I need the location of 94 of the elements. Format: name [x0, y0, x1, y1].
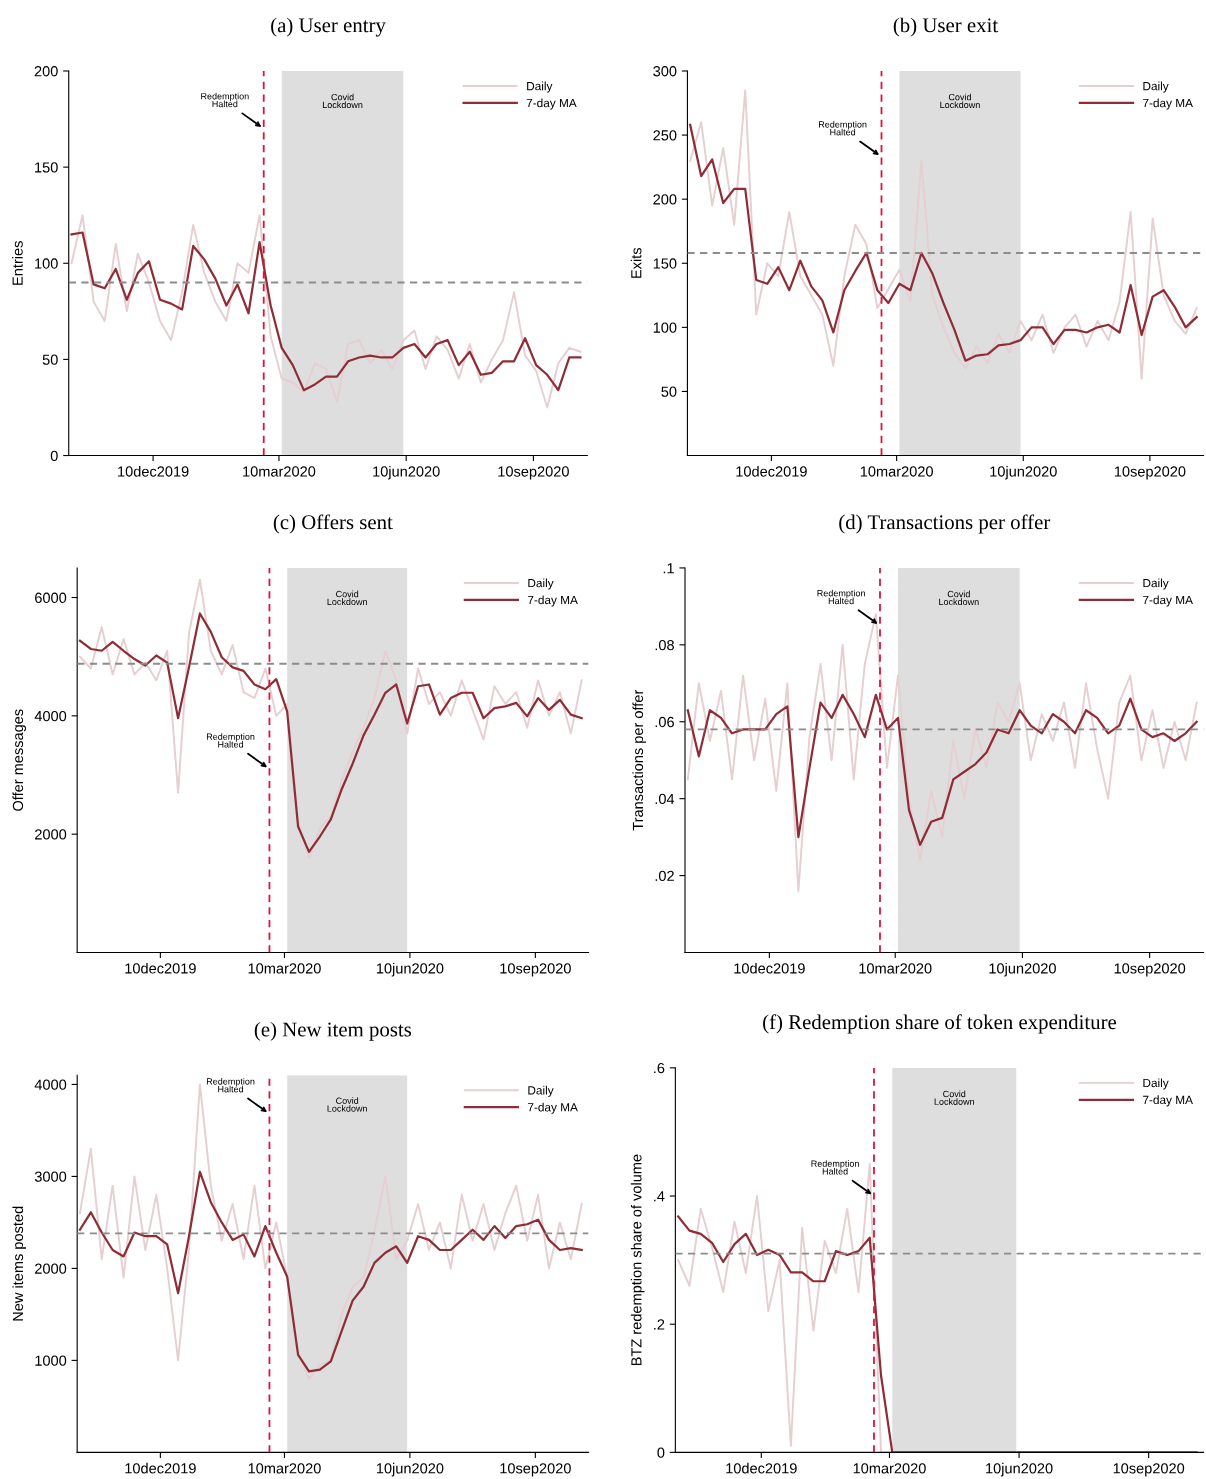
x-tick-label: 10mar2020 — [860, 466, 933, 477]
y-tick-label: .08 — [655, 639, 674, 651]
annotation: Redemption Halted — [201, 92, 249, 108]
y-tick-label: 3000 — [34, 1171, 67, 1182]
x-tick-label: 10mar2020 — [859, 963, 932, 974]
x-tick-label: 10dec2019 — [736, 465, 807, 477]
band-label: Covid Lockdown — [327, 590, 367, 605]
line-series — [686, 693, 1198, 846]
y-tick-label: 2000 — [35, 1263, 67, 1274]
x-tick-label: 10mar2020 — [243, 466, 316, 477]
y-tick-label: .04 — [655, 793, 675, 805]
y-tick-label: 200 — [34, 66, 58, 77]
y-tick-label: .1 — [663, 563, 674, 574]
y-tick-label: .4 — [654, 1191, 665, 1202]
x-tick-label: 10jun2020 — [376, 1462, 444, 1477]
y-tick-label: 4000 — [34, 1079, 67, 1090]
legend-label: Daily — [527, 81, 553, 93]
y-tick-label: 50 — [42, 354, 58, 365]
y-tick-label: .2 — [654, 1319, 665, 1330]
line-series — [686, 613, 1198, 892]
chart-title: (c) Offers sent — [273, 514, 393, 534]
y-axis-title: BTZ redemption share of volume — [630, 1154, 645, 1366]
chart-title: (e) New item posts — [254, 1021, 412, 1041]
band-label: Covid Lockdown — [327, 1097, 367, 1112]
legend-label: 7-day MA — [1143, 595, 1193, 607]
x-tick-label: 10sep2020 — [1114, 963, 1186, 977]
legend-label: Daily — [1143, 81, 1169, 93]
legend-label: 7-day MA — [527, 595, 578, 607]
y-tick-label: .02 — [655, 870, 674, 881]
x-tick-label: 10jun2020 — [990, 465, 1057, 480]
legend-label: Daily — [1143, 1078, 1169, 1090]
legend-label: 7-day MA — [1143, 1095, 1193, 1107]
annotation: Redemption Halted — [206, 1078, 255, 1093]
y-axis-title: Entries — [12, 241, 23, 285]
x-tick-label: 10dec2019 — [118, 465, 189, 477]
y-tick-label: 150 — [653, 258, 677, 269]
y-tick-label: 0 — [657, 1447, 665, 1458]
x-tick-label: 10dec2019 — [125, 1462, 196, 1474]
x-tick-label: 10jun2020 — [986, 1462, 1053, 1477]
x-tick-label: 10dec2019 — [734, 962, 805, 974]
annotation: Redemption Halted — [811, 1160, 859, 1175]
annotation: Redemption Halted — [206, 733, 255, 748]
x-tick-label: 10mar2020 — [853, 1463, 926, 1474]
y-tick-label: 4000 — [34, 710, 67, 722]
y-tick-label: 300 — [653, 66, 677, 77]
x-tick-label: 10jun2020 — [373, 465, 440, 480]
legend-label: Daily — [1143, 578, 1169, 590]
y-tick-label: .6 — [654, 1062, 665, 1074]
x-tick-label: 10mar2020 — [248, 963, 321, 974]
y-tick-label: .06 — [655, 716, 674, 728]
chart-title: (b) User exit — [893, 17, 999, 37]
x-tick-label: 10jun2020 — [376, 962, 444, 977]
x-tick-label: 10sep2020 — [1113, 1463, 1185, 1477]
y-tick-label: 100 — [35, 258, 58, 269]
y-tick-label: 2000 — [35, 829, 67, 840]
y-tick-label: 50 — [661, 386, 677, 397]
y-axis-title: New items posted — [12, 1206, 26, 1321]
y-axis-title: Offer messages — [12, 709, 26, 811]
chart-title: (f) Redemption share of token expenditure — [763, 1014, 1117, 1034]
y-tick-label: 1000 — [35, 1355, 67, 1366]
line-series — [70, 214, 582, 409]
annotation: Redemption Halted — [817, 589, 865, 605]
legend-label: 7-day MA — [1143, 98, 1193, 110]
x-tick-label: 10sep2020 — [498, 466, 569, 480]
line-series — [78, 1170, 583, 1373]
x-tick-label: 10dec2019 — [726, 1462, 797, 1474]
line-series — [677, 1215, 1198, 1453]
legend-label: 7-day MA — [526, 98, 577, 110]
x-tick-label: 10sep2020 — [1114, 466, 1186, 480]
line-series — [70, 231, 582, 392]
chart-title: (d) Transactions per offer — [839, 514, 1051, 534]
y-tick-label: 0 — [50, 450, 58, 461]
y-tick-label: 200 — [653, 194, 677, 205]
annotation: Redemption Halted — [819, 121, 867, 136]
band-label: Covid Lockdown — [939, 590, 979, 605]
x-tick-label: 10dec2019 — [125, 962, 196, 974]
x-tick-label: 10mar2020 — [248, 1463, 321, 1474]
legend-label: Daily — [528, 578, 554, 590]
y-axis-title: Transactions per offer — [632, 689, 646, 831]
chart-title: (a) User entry — [271, 17, 386, 37]
y-tick-label: 6000 — [35, 592, 67, 603]
band-label: Covid Lockdown — [940, 93, 980, 109]
x-tick-label: 10sep2020 — [500, 963, 571, 977]
y-tick-label: 250 — [653, 130, 677, 141]
x-tick-label: 10jun2020 — [989, 962, 1056, 977]
y-axis-title: Exits — [630, 247, 642, 278]
legend-label: Daily — [528, 1085, 554, 1097]
band-label: Covid Lockdown — [322, 93, 363, 109]
band-label: Covid Lockdown — [934, 1090, 975, 1105]
line-series — [689, 123, 1198, 362]
x-tick-label: 10sep2020 — [500, 1463, 571, 1477]
y-tick-label: 150 — [35, 162, 58, 173]
y-tick-label: 100 — [653, 322, 677, 333]
legend-label: 7-day MA — [527, 1102, 578, 1114]
